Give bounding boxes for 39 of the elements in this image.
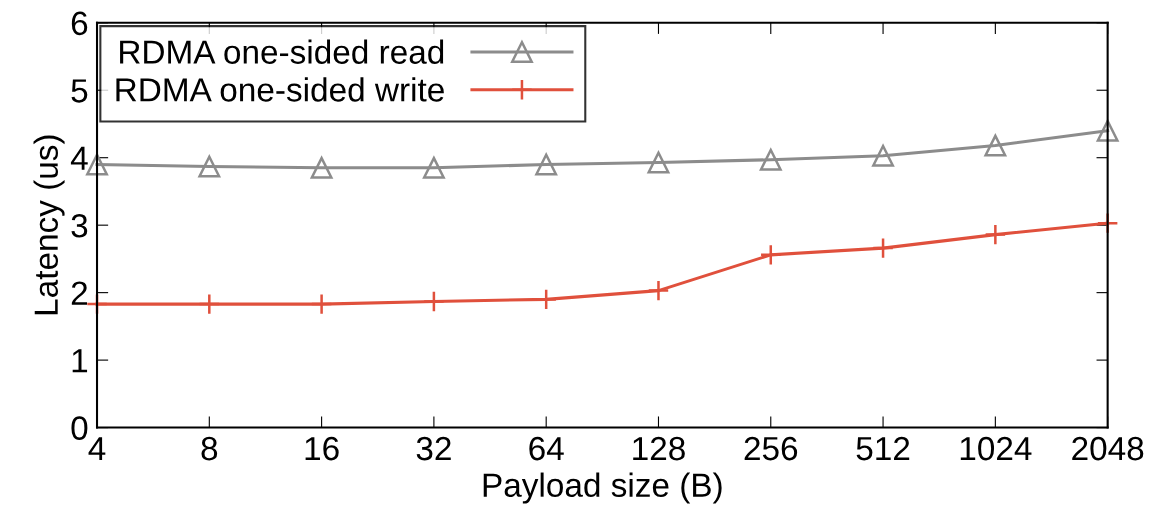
point	[422, 156, 445, 179]
y-tick-label: 0	[71, 416, 88, 440]
point	[310, 156, 333, 179]
y-tick-label: 5	[71, 79, 88, 103]
point	[1096, 212, 1119, 235]
x-tick-label: 256	[744, 436, 798, 461]
x-axis-title: Payload size (B)	[483, 472, 722, 504]
point	[759, 148, 782, 171]
x-tick-label: 2048	[1072, 436, 1144, 461]
legend-label: RDMA one-sided read	[120, 39, 444, 64]
y-tick-label: 3	[71, 213, 88, 238]
x-tick-label: 8	[201, 436, 218, 461]
x-tick-label: 32	[416, 436, 451, 461]
x-tick-label: 128	[633, 436, 685, 461]
point	[86, 153, 108, 176]
x-tick-label: 16	[305, 436, 339, 461]
y-tick-label: 2	[71, 281, 88, 305]
point	[1096, 119, 1119, 142]
y-axis-title: Latency (us)	[33, 135, 65, 315]
y-tick-label: 6	[71, 11, 88, 36]
point	[872, 144, 895, 167]
point	[984, 134, 1007, 157]
point	[422, 290, 445, 313]
point	[198, 293, 221, 316]
point	[984, 223, 1007, 246]
point	[647, 151, 670, 174]
x-tick-label: 4	[88, 437, 106, 461]
x-tick-label: 64	[529, 436, 564, 461]
y-tick-label: 4	[70, 146, 88, 170]
point	[872, 237, 895, 260]
point	[198, 155, 221, 178]
y-tick-label: 1	[72, 349, 88, 373]
point	[310, 293, 333, 316]
point	[759, 243, 782, 266]
legend-label: RDMA one-sided write	[116, 77, 444, 102]
x-tick-label: 512	[856, 436, 910, 461]
point	[647, 279, 670, 302]
point	[535, 153, 558, 176]
x-tick-label: 1024	[960, 436, 1032, 461]
